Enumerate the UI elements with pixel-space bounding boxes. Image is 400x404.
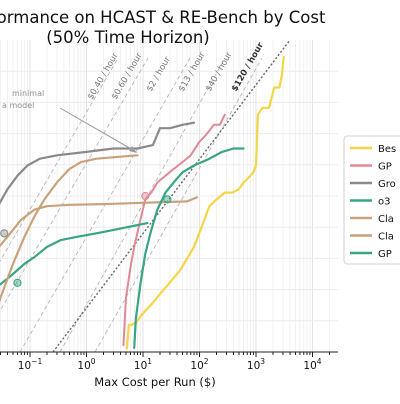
annotation-line-2: a model <box>2 101 34 110</box>
series-line-claude_a <box>0 154 139 303</box>
legend: Bes GP Gro o3 Cla Cla GP <box>343 135 400 265</box>
series-line-o3 <box>0 222 149 286</box>
x-tick-label: 103 <box>247 357 265 372</box>
legend-label: Cla <box>378 232 394 243</box>
series-line-gpt_pink <box>122 113 226 347</box>
legend-label: GP <box>378 249 392 260</box>
cost-rate-line <box>94 57 263 352</box>
x-tick-label: 10−1 <box>18 357 43 372</box>
series-line-claude_b <box>0 196 198 248</box>
series-line-grok <box>0 121 196 205</box>
annotation-arrow <box>59 107 134 151</box>
x-tick-label: 100 <box>77 357 95 372</box>
legend-label: GP <box>378 162 392 173</box>
x-tick-label: 101 <box>134 357 152 372</box>
series-line-gpt_green <box>133 147 245 349</box>
legend-label: Bes <box>378 144 396 155</box>
legend-label: Cla <box>378 214 394 225</box>
cost-rate-line <box>0 57 119 263</box>
series-marker <box>163 195 172 204</box>
x-axis-ticks: 10−1 100 101 102 103 104 <box>0 352 331 372</box>
series-line-best <box>125 55 285 350</box>
x-tick-label: 104 <box>303 357 321 372</box>
chart-title-line-1: Performance on HCAST & RE-Bench by Cost <box>0 8 326 27</box>
x-axis-label: Max Cost per Run ($) <box>94 375 215 389</box>
legend-label: o3 <box>378 197 390 208</box>
series-marker <box>13 278 22 287</box>
annotation-line-1: minimal <box>12 89 44 98</box>
marker-layer <box>0 191 172 287</box>
cost-rate-line <box>59 57 226 352</box>
series-marker <box>0 229 9 238</box>
annotation-arrowhead <box>129 146 137 153</box>
cost-rate-label: $120 / hour <box>230 40 266 93</box>
series-marker <box>141 191 150 201</box>
cost-rate-line <box>52 40 291 352</box>
series-layer <box>0 55 285 350</box>
legend-box <box>343 135 400 265</box>
legend-label: Gro <box>378 179 396 190</box>
cost-rate-label: $2 / hour <box>145 55 173 94</box>
x-tick-label: 102 <box>190 357 208 372</box>
chart-title-line-2: (50% Time Horizon) <box>46 28 210 47</box>
